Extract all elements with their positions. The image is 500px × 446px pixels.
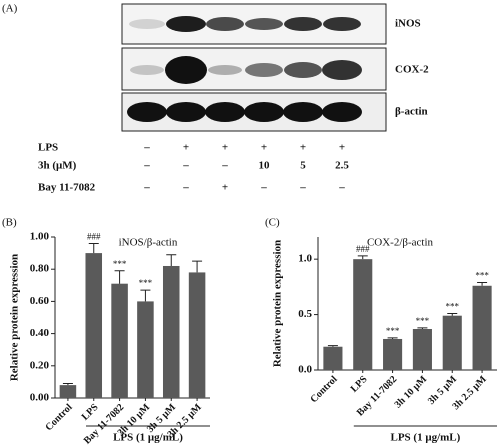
treatment-value: + xyxy=(222,182,228,194)
bar xyxy=(353,259,373,370)
error-bar xyxy=(62,383,73,386)
significance: *** xyxy=(475,271,489,281)
bar xyxy=(59,385,77,398)
bar xyxy=(472,285,492,370)
treatment-value: – xyxy=(143,142,150,154)
significance: *** xyxy=(139,278,153,288)
x-tick-label: Control xyxy=(308,374,339,405)
treatment-value: + xyxy=(339,142,345,154)
y-tick-label: 1.0 xyxy=(298,253,312,265)
treatment-name: LPS xyxy=(38,142,58,154)
treatment-value: – xyxy=(338,182,345,194)
chart-title: iNOS/β-actin xyxy=(119,237,178,249)
treatment-value: 5 xyxy=(300,160,306,172)
y-axis-label: Relative protein expression xyxy=(272,240,284,367)
bar xyxy=(162,265,180,398)
blot xyxy=(121,3,387,132)
significance: *** xyxy=(416,316,430,326)
y-tick-label: 1.00 xyxy=(30,231,50,243)
treatment-value: 2.5 xyxy=(335,160,349,172)
treatment-value: + xyxy=(222,142,228,154)
bar xyxy=(442,315,462,370)
panel-label: (B) xyxy=(2,217,17,229)
error-bar xyxy=(387,337,398,339)
treatment-value: – xyxy=(143,160,150,172)
x-tick-label: LPS xyxy=(349,374,370,395)
y-tick-label: 0.00 xyxy=(30,392,50,404)
treatment-value: – xyxy=(182,182,189,194)
error-bar xyxy=(166,254,177,266)
error-bar xyxy=(447,312,458,316)
y-tick-label: 0.80 xyxy=(30,263,50,275)
bar xyxy=(111,283,128,398)
bands xyxy=(127,16,362,122)
significance: *** xyxy=(113,259,127,269)
x-tick-label: Control xyxy=(43,402,74,433)
band-label: β-actin xyxy=(395,106,428,118)
x-tick-label: 3h 10 μM xyxy=(393,374,430,411)
error-bar xyxy=(192,260,203,273)
treatment-name: Bay 11-7082 xyxy=(38,182,96,194)
x-axis-label: LPS (1 μg/mL) xyxy=(113,432,183,444)
x-axis-label: LPS (1 μg/mL) xyxy=(391,432,461,444)
significance: ### xyxy=(87,232,101,242)
error-bar xyxy=(357,255,368,260)
band-label: COX-2 xyxy=(395,64,429,76)
error-bar xyxy=(140,289,151,302)
treatment-value: – xyxy=(260,182,267,194)
error-bar xyxy=(327,345,338,347)
significance: *** xyxy=(446,302,460,312)
y-tick-label: 0.0 xyxy=(298,364,312,376)
error-bar xyxy=(417,327,428,329)
band-label: iNOS xyxy=(395,18,421,30)
treatment-value: 10 xyxy=(259,160,271,172)
treatment-value: – xyxy=(299,182,306,194)
treatment-name: 3h (μM) xyxy=(38,160,77,172)
bar xyxy=(412,328,432,370)
chart-title: COX-2/β-actin xyxy=(367,237,434,249)
y-tick-label: 0.20 xyxy=(30,359,50,371)
treatment-value: + xyxy=(183,142,189,154)
y-tick-label: 0.5 xyxy=(298,308,312,320)
treatment-value: – xyxy=(221,160,228,172)
bar xyxy=(383,338,403,370)
y-tick-label: 0.60 xyxy=(30,295,50,307)
panel-label: (C) xyxy=(265,217,280,229)
significance: *** xyxy=(386,326,400,336)
bar xyxy=(137,301,154,398)
error-bar xyxy=(88,242,99,254)
error-bar xyxy=(477,281,488,286)
error-bar xyxy=(114,270,125,284)
bar xyxy=(323,346,343,370)
panel-label: (A) xyxy=(2,3,18,15)
treatment-value: + xyxy=(261,142,267,154)
treatment-value: + xyxy=(300,142,306,154)
treatment-value: – xyxy=(182,160,189,172)
bar xyxy=(85,253,103,398)
y-axis-label: Relative protein expression xyxy=(9,254,21,381)
bar xyxy=(188,272,206,398)
treatment-value: – xyxy=(143,182,150,194)
x-tick-label: LPS xyxy=(80,402,101,423)
y-tick-label: 0.40 xyxy=(30,327,50,339)
significance: ### xyxy=(356,244,370,254)
